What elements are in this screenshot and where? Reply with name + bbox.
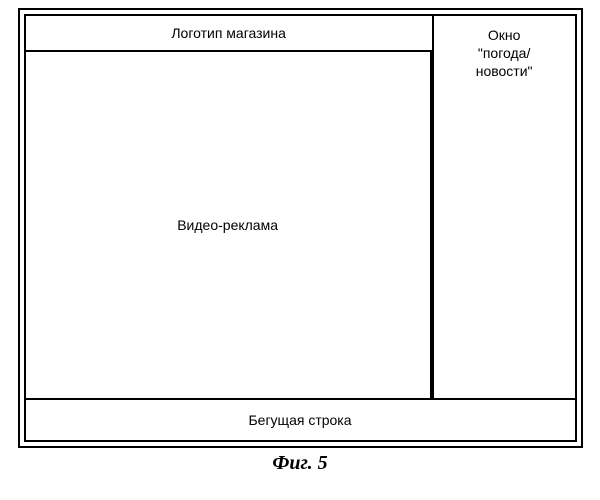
weather-news-label: Окно "погода/ новости" (476, 26, 533, 81)
inner-frame: Логотип магазина Видео-реклама Окно "пог… (24, 14, 577, 442)
ticker-region: Бегущая строка (26, 398, 575, 440)
weather-news-region: Окно "погода/ новости" (432, 16, 575, 398)
weather-news-line3: новости" (476, 63, 533, 79)
logo-region: Логотип магазина (26, 16, 432, 50)
figure-caption: Фиг. 5 (272, 452, 327, 475)
logo-label: Логотип магазина (171, 25, 286, 41)
video-ad-label: Видео-реклама (177, 217, 278, 233)
left-column: Логотип магазина Видео-реклама (26, 16, 432, 398)
outer-frame: Логотип магазина Видео-реклама Окно "пог… (18, 8, 583, 448)
video-ad-region: Видео-реклама (26, 50, 432, 398)
ticker-label: Бегущая строка (248, 412, 351, 428)
upper-row: Логотип магазина Видео-реклама Окно "пог… (26, 16, 575, 398)
weather-news-line1: Окно (488, 27, 521, 43)
weather-news-line2: "погода/ (478, 45, 530, 61)
figure-caption-text: Фиг. 5 (272, 452, 327, 474)
